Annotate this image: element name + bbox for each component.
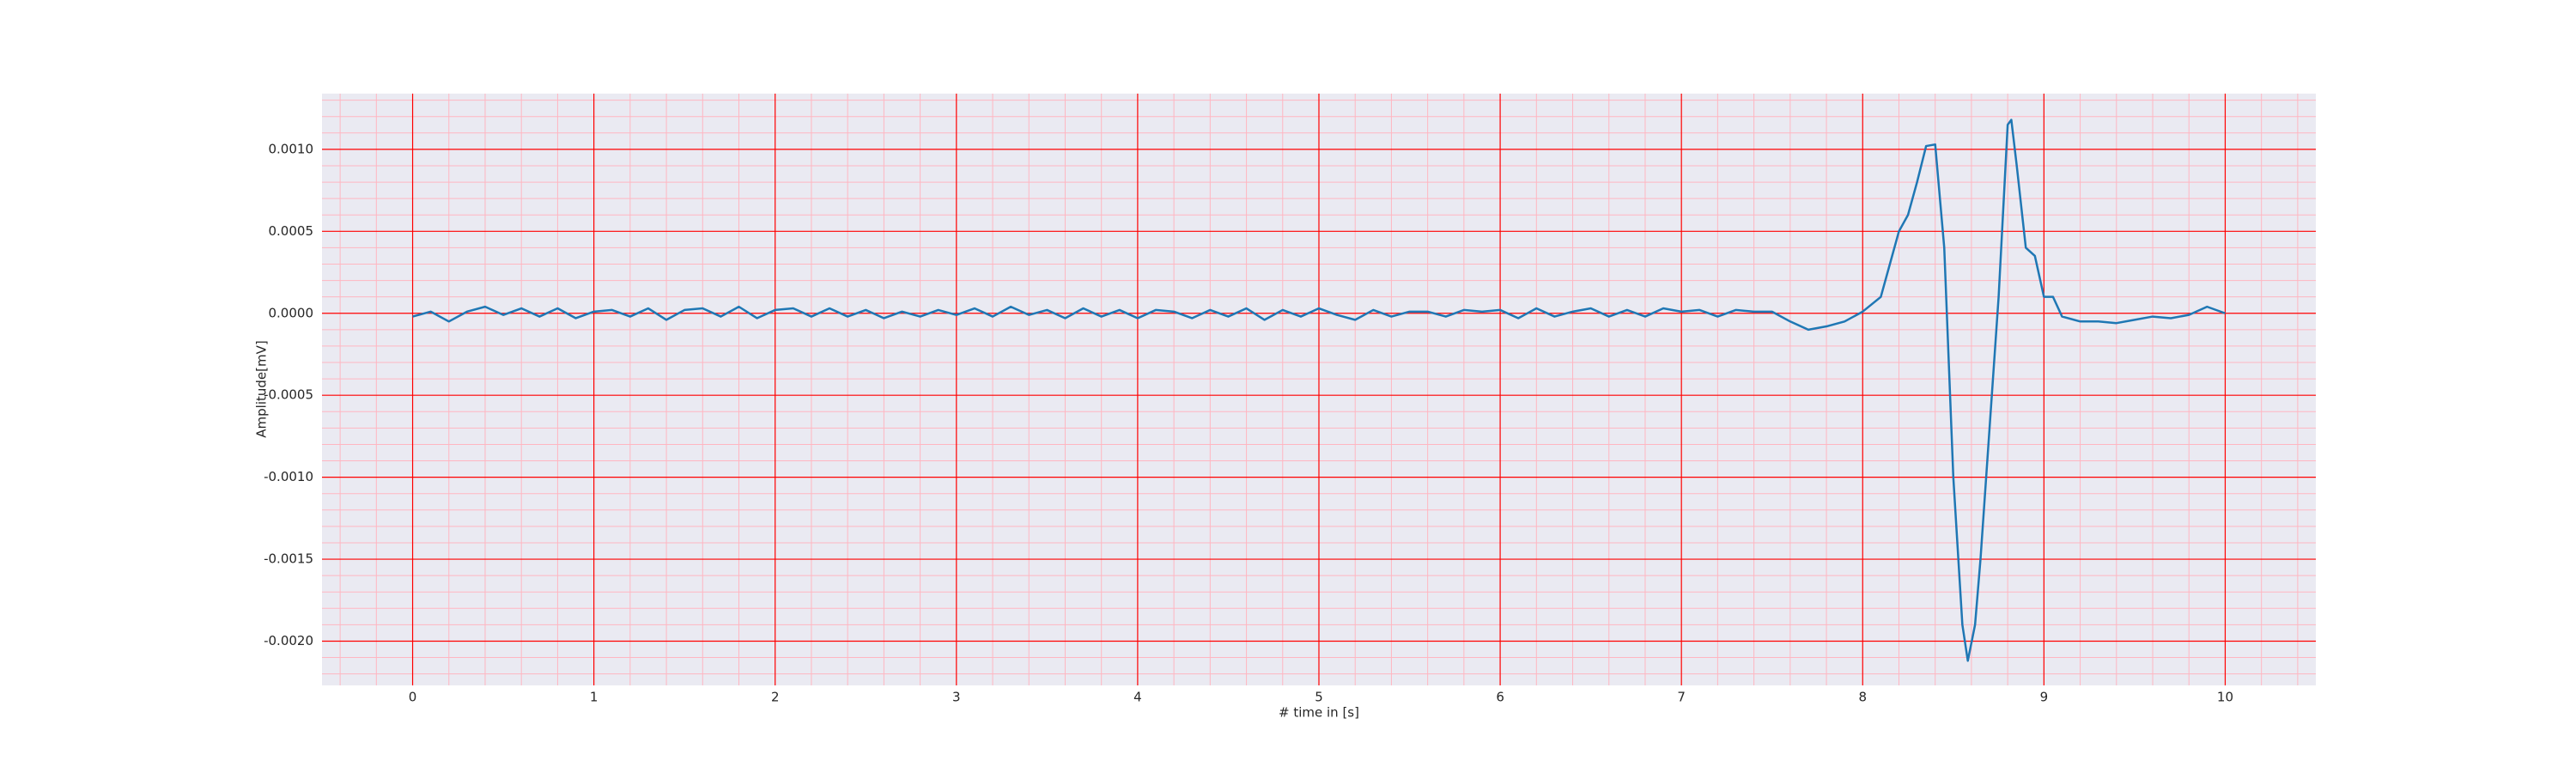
- y-tick-label: -0.0005: [264, 387, 313, 403]
- y-tick-label: -0.0010: [264, 469, 313, 484]
- x-tick-label: 4: [1133, 690, 1142, 705]
- y-tick-label: -0.0020: [264, 633, 313, 648]
- x-tick-label: 2: [771, 690, 780, 705]
- x-tick-label: 10: [2217, 690, 2233, 705]
- x-tick-label: 1: [590, 690, 598, 705]
- line: [412, 119, 2226, 662]
- x-tick-label: 8: [1858, 690, 1867, 705]
- y-tick-label: 0.0000: [269, 305, 314, 320]
- x-tick-label: 3: [952, 690, 961, 705]
- x-tick-label: 7: [1677, 690, 1686, 705]
- y-axis-label: Amplitude[mV]: [254, 340, 270, 437]
- x-axis-label: # time in [s]: [1279, 705, 1359, 721]
- x-tick-label: 6: [1496, 690, 1504, 705]
- x-tick-label: 0: [409, 690, 417, 705]
- y-tick-label: 0.0010: [269, 141, 314, 156]
- x-tick-label: 5: [1315, 690, 1323, 705]
- x-tick-label: 9: [2040, 690, 2049, 705]
- y-tick-label: -0.0015: [264, 551, 313, 567]
- y-tick-label: 0.0005: [269, 223, 314, 239]
